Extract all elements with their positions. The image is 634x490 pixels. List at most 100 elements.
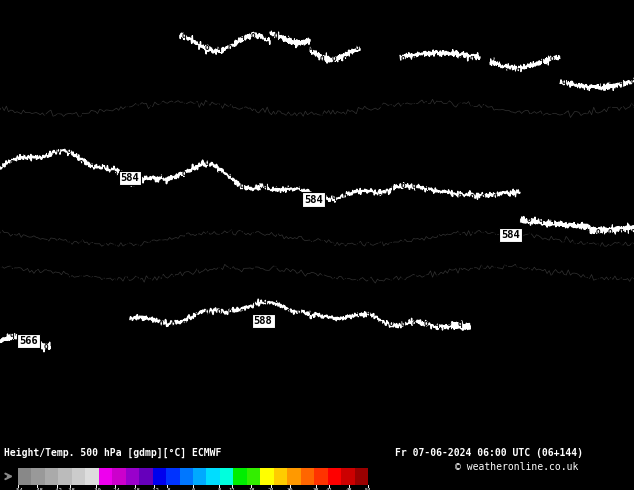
Text: o: o: [262, 43, 267, 51]
Text: q: q: [389, 307, 393, 317]
Text: o: o: [573, 77, 578, 86]
Text: q: q: [446, 399, 451, 409]
Text: o: o: [158, 330, 164, 340]
Text: q: q: [78, 31, 83, 40]
Text: q: q: [0, 376, 3, 386]
Text: o: o: [78, 77, 83, 86]
Text: o: o: [136, 307, 140, 317]
Text: o: o: [136, 319, 140, 328]
Text: o: o: [550, 388, 554, 397]
Text: q: q: [469, 169, 474, 178]
Text: o: o: [193, 158, 198, 167]
Text: o: o: [158, 365, 164, 374]
Text: o: o: [538, 434, 543, 443]
Text: o: o: [89, 330, 94, 340]
Text: q: q: [619, 319, 623, 328]
Text: q: q: [32, 376, 37, 386]
Text: o: o: [216, 181, 221, 190]
Text: q: q: [377, 112, 382, 121]
Text: q: q: [136, 273, 140, 282]
Text: q: q: [492, 353, 497, 363]
Text: o: o: [136, 158, 140, 167]
Text: o: o: [389, 296, 393, 305]
Text: q: q: [147, 307, 152, 317]
Text: q: q: [584, 353, 589, 363]
Text: o: o: [331, 54, 336, 63]
Text: q: q: [250, 227, 256, 236]
Text: o: o: [607, 411, 612, 420]
Text: o: o: [297, 204, 301, 213]
Text: o: o: [297, 169, 301, 178]
Text: o: o: [67, 215, 71, 224]
Text: o: o: [435, 123, 439, 132]
Text: o: o: [411, 192, 417, 201]
Text: o: o: [619, 330, 623, 340]
Text: o: o: [607, 77, 612, 86]
Text: o: o: [596, 250, 600, 259]
Text: o: o: [239, 319, 244, 328]
Text: o: o: [481, 319, 485, 328]
Text: o: o: [78, 135, 83, 144]
Text: q: q: [205, 273, 209, 282]
Text: q: q: [423, 273, 428, 282]
Text: o: o: [205, 353, 209, 363]
Text: q: q: [630, 89, 634, 98]
Text: o: o: [78, 192, 83, 201]
Text: o: o: [262, 100, 267, 109]
Text: q: q: [469, 296, 474, 305]
Text: q: q: [89, 192, 94, 201]
Text: q: q: [262, 215, 267, 224]
Text: o: o: [67, 66, 71, 74]
Text: q: q: [216, 353, 221, 363]
Text: o: o: [469, 399, 474, 409]
Text: o: o: [619, 181, 623, 190]
Text: q: q: [193, 422, 198, 432]
Text: o: o: [573, 135, 578, 144]
Text: q: q: [366, 158, 370, 167]
Text: q: q: [607, 31, 612, 40]
Text: q: q: [389, 215, 393, 224]
Text: o: o: [423, 54, 428, 63]
Text: o: o: [158, 342, 164, 351]
Text: q: q: [411, 112, 417, 121]
Text: q: q: [297, 215, 301, 224]
Text: o: o: [170, 192, 175, 201]
Text: q: q: [101, 353, 106, 363]
Text: q: q: [377, 388, 382, 397]
Text: q: q: [193, 353, 198, 363]
Text: q: q: [193, 135, 198, 144]
Text: q: q: [55, 66, 60, 74]
Text: q: q: [435, 192, 439, 201]
Text: q: q: [124, 100, 129, 109]
Text: q: q: [78, 204, 83, 213]
Text: o: o: [343, 66, 347, 74]
Text: q: q: [343, 112, 347, 121]
Text: o: o: [285, 434, 290, 443]
Text: o: o: [411, 227, 417, 236]
Text: q: q: [596, 169, 600, 178]
Text: q: q: [250, 284, 256, 294]
Text: o: o: [0, 20, 3, 28]
Text: q: q: [538, 399, 543, 409]
Text: o: o: [423, 411, 428, 420]
Text: o: o: [101, 181, 106, 190]
Text: o: o: [228, 8, 232, 17]
Text: q: q: [239, 215, 244, 224]
Text: o: o: [596, 411, 600, 420]
Text: q: q: [55, 0, 60, 5]
Text: o: o: [9, 215, 14, 224]
Text: o: o: [366, 273, 370, 282]
Text: q: q: [331, 399, 336, 409]
Text: o: o: [446, 434, 451, 443]
Text: o: o: [366, 112, 370, 121]
Text: q: q: [216, 100, 221, 109]
Text: q: q: [89, 123, 94, 132]
Text: q: q: [170, 388, 175, 397]
Text: o: o: [515, 411, 520, 420]
Text: o: o: [538, 353, 543, 363]
Text: q: q: [411, 261, 417, 270]
Text: o: o: [619, 434, 623, 443]
Text: q: q: [67, 411, 71, 420]
Text: o: o: [469, 342, 474, 351]
Text: q: q: [607, 342, 612, 351]
